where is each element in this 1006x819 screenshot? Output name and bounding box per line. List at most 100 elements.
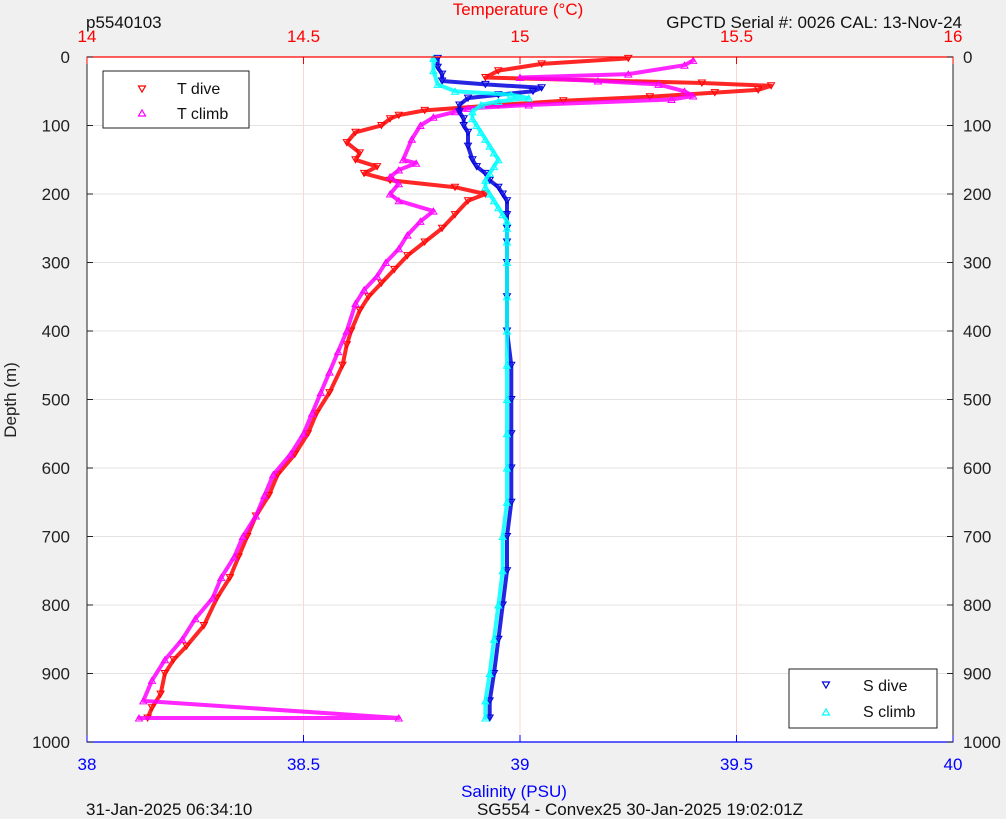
data-point-marker <box>489 148 499 157</box>
t-dive-legend-marker <box>137 85 147 94</box>
salinity-tick-label: 39 <box>511 755 530 774</box>
data-point-marker <box>506 90 516 99</box>
data-point-marker <box>351 299 360 308</box>
data-point-marker <box>476 128 486 136</box>
data-point-marker <box>429 66 438 75</box>
data-point-marker <box>394 196 404 205</box>
depth-tick-label-right: 200 <box>963 185 991 204</box>
depth-tick-label-right: 400 <box>963 322 991 341</box>
data-point-marker <box>481 135 490 143</box>
data-point-marker <box>134 714 144 722</box>
depth-tick-label-left: 100 <box>42 117 70 136</box>
temperature-tick-label: 15.5 <box>720 27 753 46</box>
data-point-marker <box>429 113 438 121</box>
data-point-marker <box>351 156 360 164</box>
data-point-marker <box>468 156 477 164</box>
data-point-marker <box>485 190 495 198</box>
data-point-marker <box>190 614 200 623</box>
data-point-marker <box>494 183 503 192</box>
data-point-marker <box>502 327 512 335</box>
data-point-marker <box>251 512 261 520</box>
temperature-axis-title: Temperature (°C) <box>453 0 584 19</box>
depth-tick-label-left: 900 <box>42 665 70 684</box>
depth-tick-label-left: 1000 <box>32 733 70 752</box>
data-point-marker <box>494 203 503 212</box>
data-point-marker <box>494 635 503 644</box>
data-point-marker <box>502 361 512 369</box>
data-point-marker <box>325 389 334 397</box>
t-climb-legend-label: T climb <box>177 106 228 123</box>
data-point-marker <box>450 211 460 219</box>
data-point-marker <box>420 106 430 115</box>
data-point-marker <box>481 714 490 722</box>
t-climb-series <box>134 56 698 722</box>
data-point-marker <box>312 409 321 418</box>
data-point-marker <box>485 176 495 185</box>
t-climb-legend-marker <box>137 108 147 117</box>
data-point-marker <box>342 341 352 349</box>
data-point-marker <box>433 80 443 88</box>
data-point-marker <box>623 54 633 63</box>
depth-tick-label-right: 500 <box>963 391 991 410</box>
data-point-marker <box>455 108 464 116</box>
data-point-marker <box>485 169 495 177</box>
data-point-marker <box>169 656 178 664</box>
data-point-marker <box>481 80 490 89</box>
data-point-marker <box>156 690 165 699</box>
data-point-marker <box>316 388 326 397</box>
data-point-marker <box>753 86 763 94</box>
data-point-marker <box>182 642 191 651</box>
data-point-marker <box>234 553 243 561</box>
data-point-marker <box>385 172 395 181</box>
legend-box <box>788 668 938 729</box>
data-point-marker <box>394 166 404 174</box>
depth-tick-label-left: 400 <box>42 322 70 341</box>
s-dive-legend-marker <box>821 681 831 690</box>
data-point-marker <box>502 533 512 541</box>
data-point-marker <box>654 80 663 88</box>
data-point-marker <box>199 622 209 630</box>
data-point-marker <box>429 54 438 62</box>
depth-tick-label-left: 600 <box>42 459 70 478</box>
data-point-marker <box>342 327 352 335</box>
data-point-marker <box>455 101 464 109</box>
data-point-marker <box>398 155 408 164</box>
data-point-marker <box>411 159 421 167</box>
data-point-marker <box>502 429 512 438</box>
data-point-marker <box>485 714 495 722</box>
profile-id: p5540103 <box>86 13 162 32</box>
legend-temperature: T dive T climb <box>102 70 250 129</box>
data-point-marker <box>403 252 412 260</box>
s-climb-series <box>429 54 534 722</box>
data-point-marker <box>394 714 404 722</box>
data-point-marker <box>537 60 547 68</box>
data-point-marker <box>307 409 317 417</box>
data-point-marker <box>303 430 313 438</box>
data-point-marker <box>355 149 365 157</box>
data-point-marker <box>147 676 157 684</box>
salinity-tick-label: 39.5 <box>720 755 753 774</box>
depth-tick-label-left: 500 <box>42 391 70 410</box>
profile-trace <box>137 58 696 720</box>
data-point-marker <box>177 635 187 643</box>
temperature-tick-label: 15 <box>511 27 530 46</box>
data-point-marker <box>437 77 447 85</box>
data-point-marker <box>468 114 477 123</box>
data-point-marker <box>502 197 512 205</box>
data-point-marker <box>377 122 386 130</box>
data-point-marker <box>372 272 382 280</box>
data-point-marker <box>645 93 655 101</box>
data-point-marker <box>381 258 391 266</box>
data-point-marker <box>437 70 447 79</box>
data-point-marker <box>160 670 170 678</box>
data-point-marker <box>481 169 490 178</box>
data-point-marker <box>286 450 295 458</box>
data-point-marker <box>502 567 512 575</box>
legend-salinity: S dive S climb <box>788 668 938 729</box>
t-dive-legend-label: T dive <box>177 81 220 98</box>
s-dive-legend-label: S dive <box>863 678 908 695</box>
data-point-marker <box>342 139 352 147</box>
depth-tick-label-left: 200 <box>42 185 70 204</box>
data-point-marker <box>450 107 460 116</box>
